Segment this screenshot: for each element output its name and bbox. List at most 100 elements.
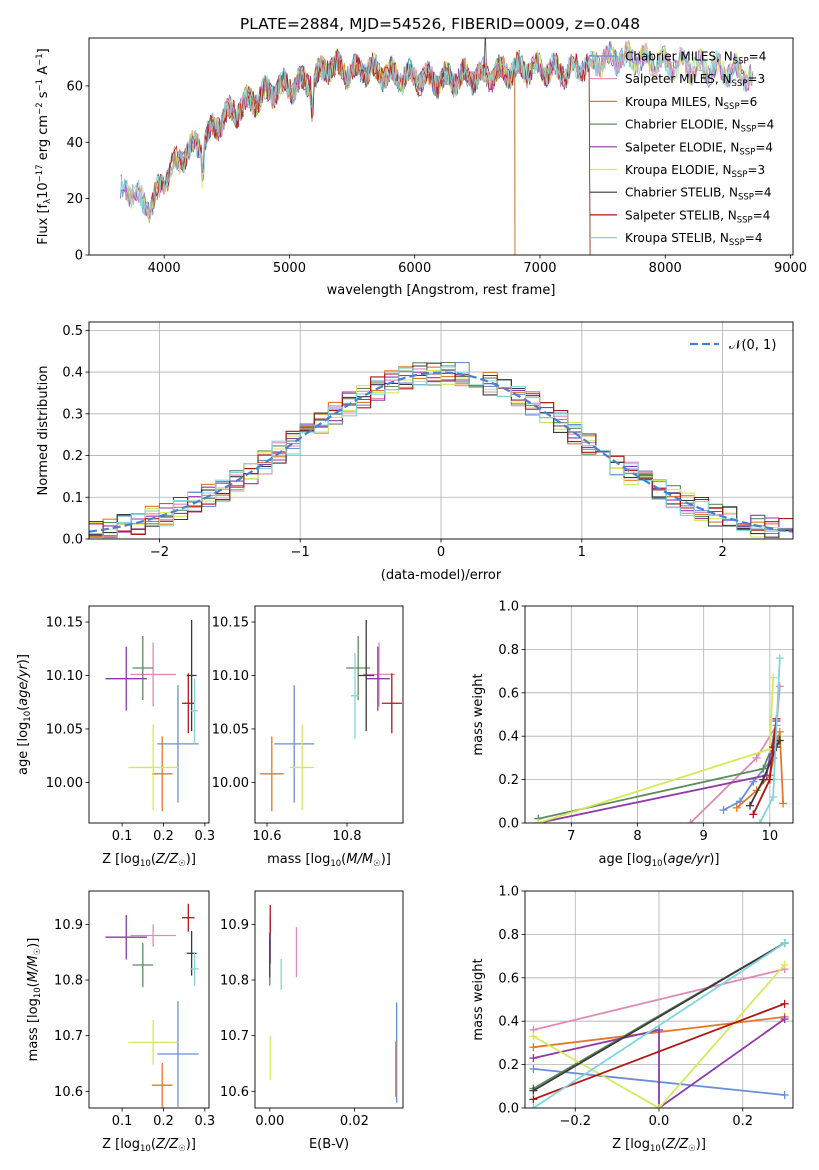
residuals-legend-label: 𝒩(0, 1) xyxy=(729,338,776,353)
legend-label: Salpeter STELIB, NSSP=4 xyxy=(625,208,770,225)
legend-label-part: =3 xyxy=(747,72,765,86)
age-vs-mass-x-tick-label: 10.8 xyxy=(333,829,362,844)
spectrum-x-tick-label: 8000 xyxy=(649,261,682,276)
mass-vs-z-x-label-part: Z [log xyxy=(102,1137,140,1152)
age-vs-z-point xyxy=(105,646,147,711)
age-vs-z-y-tick-label: 10.15 xyxy=(46,616,83,631)
age-vs-mass-x-label-part: )] xyxy=(381,852,391,867)
mass-vs-z-x-tick-label: 0.2 xyxy=(153,1114,174,1129)
residuals-y-tick-label: 0.5 xyxy=(62,324,83,339)
legend-label-part: =4 xyxy=(745,231,763,245)
spectrum-y-tick-label: 0 xyxy=(75,249,83,264)
mass-vs-z-y-label-part: ☉ xyxy=(33,948,43,956)
age-vs-z-point xyxy=(130,642,176,707)
spectrum-y-label-part: s xyxy=(36,91,51,102)
mass-vs-ebv-y-tick-label: 10.6 xyxy=(220,1085,249,1100)
spectrum-y-label-part: ] xyxy=(36,48,51,53)
weight-vs-z-x-label-part: ☉ xyxy=(688,1144,696,1154)
mass-vs-z-point xyxy=(151,1062,173,1108)
age-vs-z-frame xyxy=(88,605,210,824)
weight-vs-z-line-salpeter-elodie xyxy=(533,1018,786,1108)
age-vs-mass-point xyxy=(358,619,375,732)
legend-label-part: SSP xyxy=(739,147,755,157)
residuals-y-tick-label: 0.0 xyxy=(62,533,83,548)
residuals-hist-salpeter-stelib xyxy=(89,373,793,537)
weight-vs-z-y-tick-label: 1.0 xyxy=(498,885,519,900)
weight-vs-z-y-tick-label: 0.2 xyxy=(498,1058,519,1073)
weight-vs-z-x-label-part: 10 xyxy=(650,1144,661,1154)
age-vs-z-y-tick-label: 10.05 xyxy=(46,722,83,737)
age-vs-mass-point xyxy=(274,685,315,803)
mass-vs-ebv-x-label: E(B-V) xyxy=(309,1137,349,1152)
mass-vs-z-point xyxy=(128,1020,178,1065)
weight-vs-age-line-chabrier-elodie xyxy=(538,735,778,820)
weight-vs-age-line-chabrier-stelib xyxy=(749,740,781,807)
weight-vs-z-x-tick-label: 0.2 xyxy=(732,1114,753,1129)
age-vs-z-y-label: age [log10(age/yr)] xyxy=(16,654,33,775)
weight-vs-age-y-tick-label: 1.0 xyxy=(498,600,519,615)
weight-vs-z-y-tick-label: 0.6 xyxy=(498,971,519,986)
legend-label-part: =6 xyxy=(740,95,758,109)
weight-vs-z-x-label-part: Z [log xyxy=(612,1137,650,1152)
age-vs-mass-y-tick-label: 10.05 xyxy=(212,722,249,737)
weight-vs-age-line-chabrier-miles xyxy=(723,736,778,811)
age-vs-mass-x-label-part: ( xyxy=(341,852,346,867)
legend-label-part: SSP xyxy=(741,125,757,135)
spectrum-y-label-part: −1 xyxy=(35,53,45,66)
mass-vs-z-x-label-part: ☉ xyxy=(178,1144,186,1154)
mass-vs-z-y-tick-label: 10.7 xyxy=(54,1029,83,1044)
age-vs-mass-point xyxy=(365,646,390,711)
mass-vs-z-y-tick-label: 10.6 xyxy=(54,1085,83,1100)
mass-vs-z-y-tick-label: 10.9 xyxy=(54,918,83,933)
spectrum-y-label-part: Flux [f xyxy=(36,203,51,244)
weight-vs-age-y-tick-label: 0.6 xyxy=(498,686,519,701)
residuals-normal-curve xyxy=(89,371,793,533)
weight-vs-z-y-label: mass weight xyxy=(471,958,486,1040)
age-vs-z-x-label-part: Z [log xyxy=(102,852,140,867)
legend-label-part: =4 xyxy=(753,208,771,222)
age-vs-z-x-label: Z [log10(Z/Z☉)] xyxy=(102,852,196,869)
weight-vs-z-x-label: Z [log10(Z/Z☉)] xyxy=(612,1137,706,1154)
mass-vs-ebv: 0.00 0.02 10.6 10.7 10.8 10.9 E(B-V) xyxy=(220,890,404,1152)
residuals-frame xyxy=(88,321,794,540)
age-vs-mass-point xyxy=(351,653,359,739)
mass-vs-ebv-x-label-part: E(B-V) xyxy=(309,1137,349,1152)
age-vs-z-y-label-part: age/yr xyxy=(16,663,31,706)
spectrum-y-label-part: −2 xyxy=(35,102,45,115)
age-vs-mass-point xyxy=(259,736,284,812)
weight-vs-age-x-tick-label: 7 xyxy=(567,829,575,844)
mass-vs-z-point xyxy=(105,914,147,960)
age-vs-mass-point xyxy=(290,724,315,811)
mass-vs-z-y-label-part: mass [log xyxy=(26,998,41,1061)
age-vs-z-y-tick-label: 10.10 xyxy=(46,669,83,684)
legend-label-part: SSP xyxy=(724,102,740,112)
legend-label-part: SSP xyxy=(732,79,748,89)
age-vs-z-x-label-part: ☉ xyxy=(178,859,186,869)
weight-vs-age-plot-area xyxy=(525,606,793,823)
age-vs-z-point xyxy=(132,635,154,701)
legend-label-part: SSP xyxy=(737,215,753,225)
weight-vs-age-y-tick-label: 0.4 xyxy=(498,730,519,745)
age-vs-mass-y-tick-label: 10.00 xyxy=(212,776,249,791)
residuals-x-tick-label: 2 xyxy=(718,545,726,560)
weight-vs-z-y-tick-label: 0.8 xyxy=(498,928,519,943)
residuals-y-label: Normed distribution xyxy=(36,366,51,496)
mass-vs-z-y-label-part: M/M xyxy=(26,955,41,982)
weight-vs-z-line-kroupa-elodie xyxy=(532,964,786,1108)
weight-vs-age-y-tick-label: 0.2 xyxy=(498,773,519,788)
residuals-y-tick-label: 0.1 xyxy=(62,491,83,506)
legend-label-part: Kroupa STELIB, N xyxy=(625,231,729,245)
legend-label-part: Salpeter MILES, N xyxy=(625,72,732,86)
age-vs-mass: 10.6 10.8 10.00 10.05 10.10 10.15 mass [log10(… xyxy=(212,605,404,869)
spectrum: 4000 5000 6000 7000 8000 9000 0 20 40 60 wavelengt… xyxy=(35,37,807,298)
age-vs-mass-frame xyxy=(254,605,404,824)
spectrum-x-label: wavelength [Angstrom, rest frame] xyxy=(327,283,556,298)
spectrum-line-kroupa-elodie xyxy=(126,40,753,224)
legend-label-part: Kroupa ELODIE, N xyxy=(625,163,732,177)
weight-vs-z-x-label-part: Z/Z xyxy=(665,1137,689,1152)
weight-vs-age-x-tick-label: 10 xyxy=(762,829,779,844)
residuals-x-tick-label: −2 xyxy=(150,545,169,560)
legend-label-part: SSP xyxy=(738,193,754,203)
weight-vs-z-line-salpeter-stelib xyxy=(533,1002,785,1101)
